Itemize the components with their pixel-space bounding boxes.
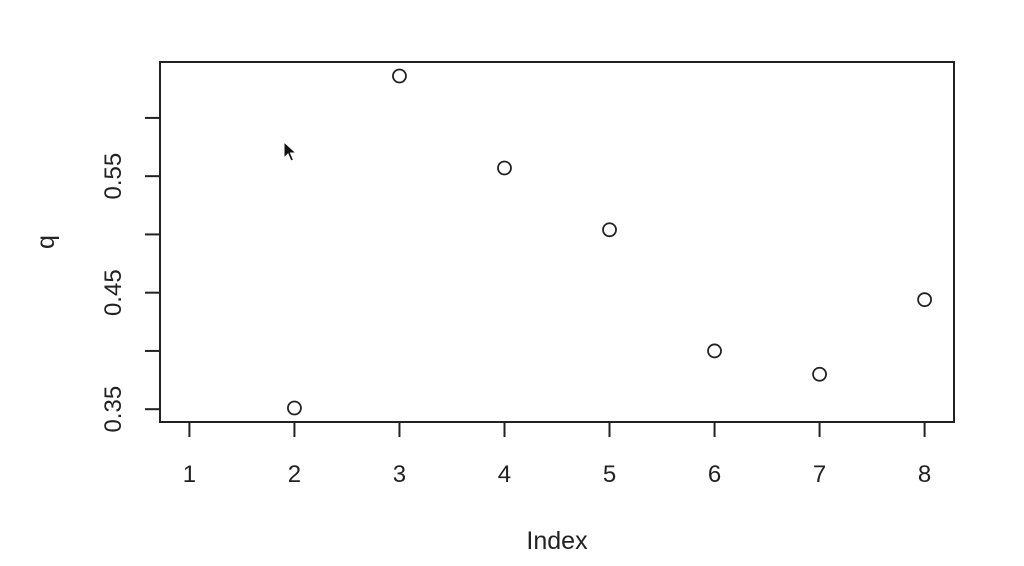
y-tick-label: 0.55: [100, 153, 127, 200]
x-tick-label: 4: [498, 461, 511, 488]
x-tick-label: 2: [288, 461, 301, 488]
x-axis-title: Index: [526, 527, 588, 555]
x-tick-label: 1: [183, 461, 196, 488]
y-axis: 0.35 0.45 0.55: [100, 116, 160, 433]
x-tick-label: 7: [813, 461, 826, 488]
data-point: [917, 292, 932, 308]
plot-frame: [159, 61, 955, 423]
data-point: [812, 366, 827, 382]
y-tick-label: 0.35: [100, 386, 127, 433]
data-point: [287, 400, 302, 416]
x-axis: 1 2 3 4 5 6 7 8: [183, 422, 931, 488]
data-point: [497, 160, 512, 176]
x-tick-label: 8: [918, 461, 931, 488]
data-point: [707, 343, 722, 359]
y-tick-label: 0.45: [100, 269, 127, 316]
x-tick-label: 3: [393, 461, 406, 488]
x-tick-label: 6: [708, 461, 721, 488]
x-tick-label: 5: [603, 461, 616, 488]
arrow-pointer-icon: [283, 141, 297, 162]
data-point: [602, 222, 617, 238]
data-points: [287, 68, 932, 416]
y-axis-title: q: [32, 235, 60, 249]
data-point: [392, 68, 407, 84]
